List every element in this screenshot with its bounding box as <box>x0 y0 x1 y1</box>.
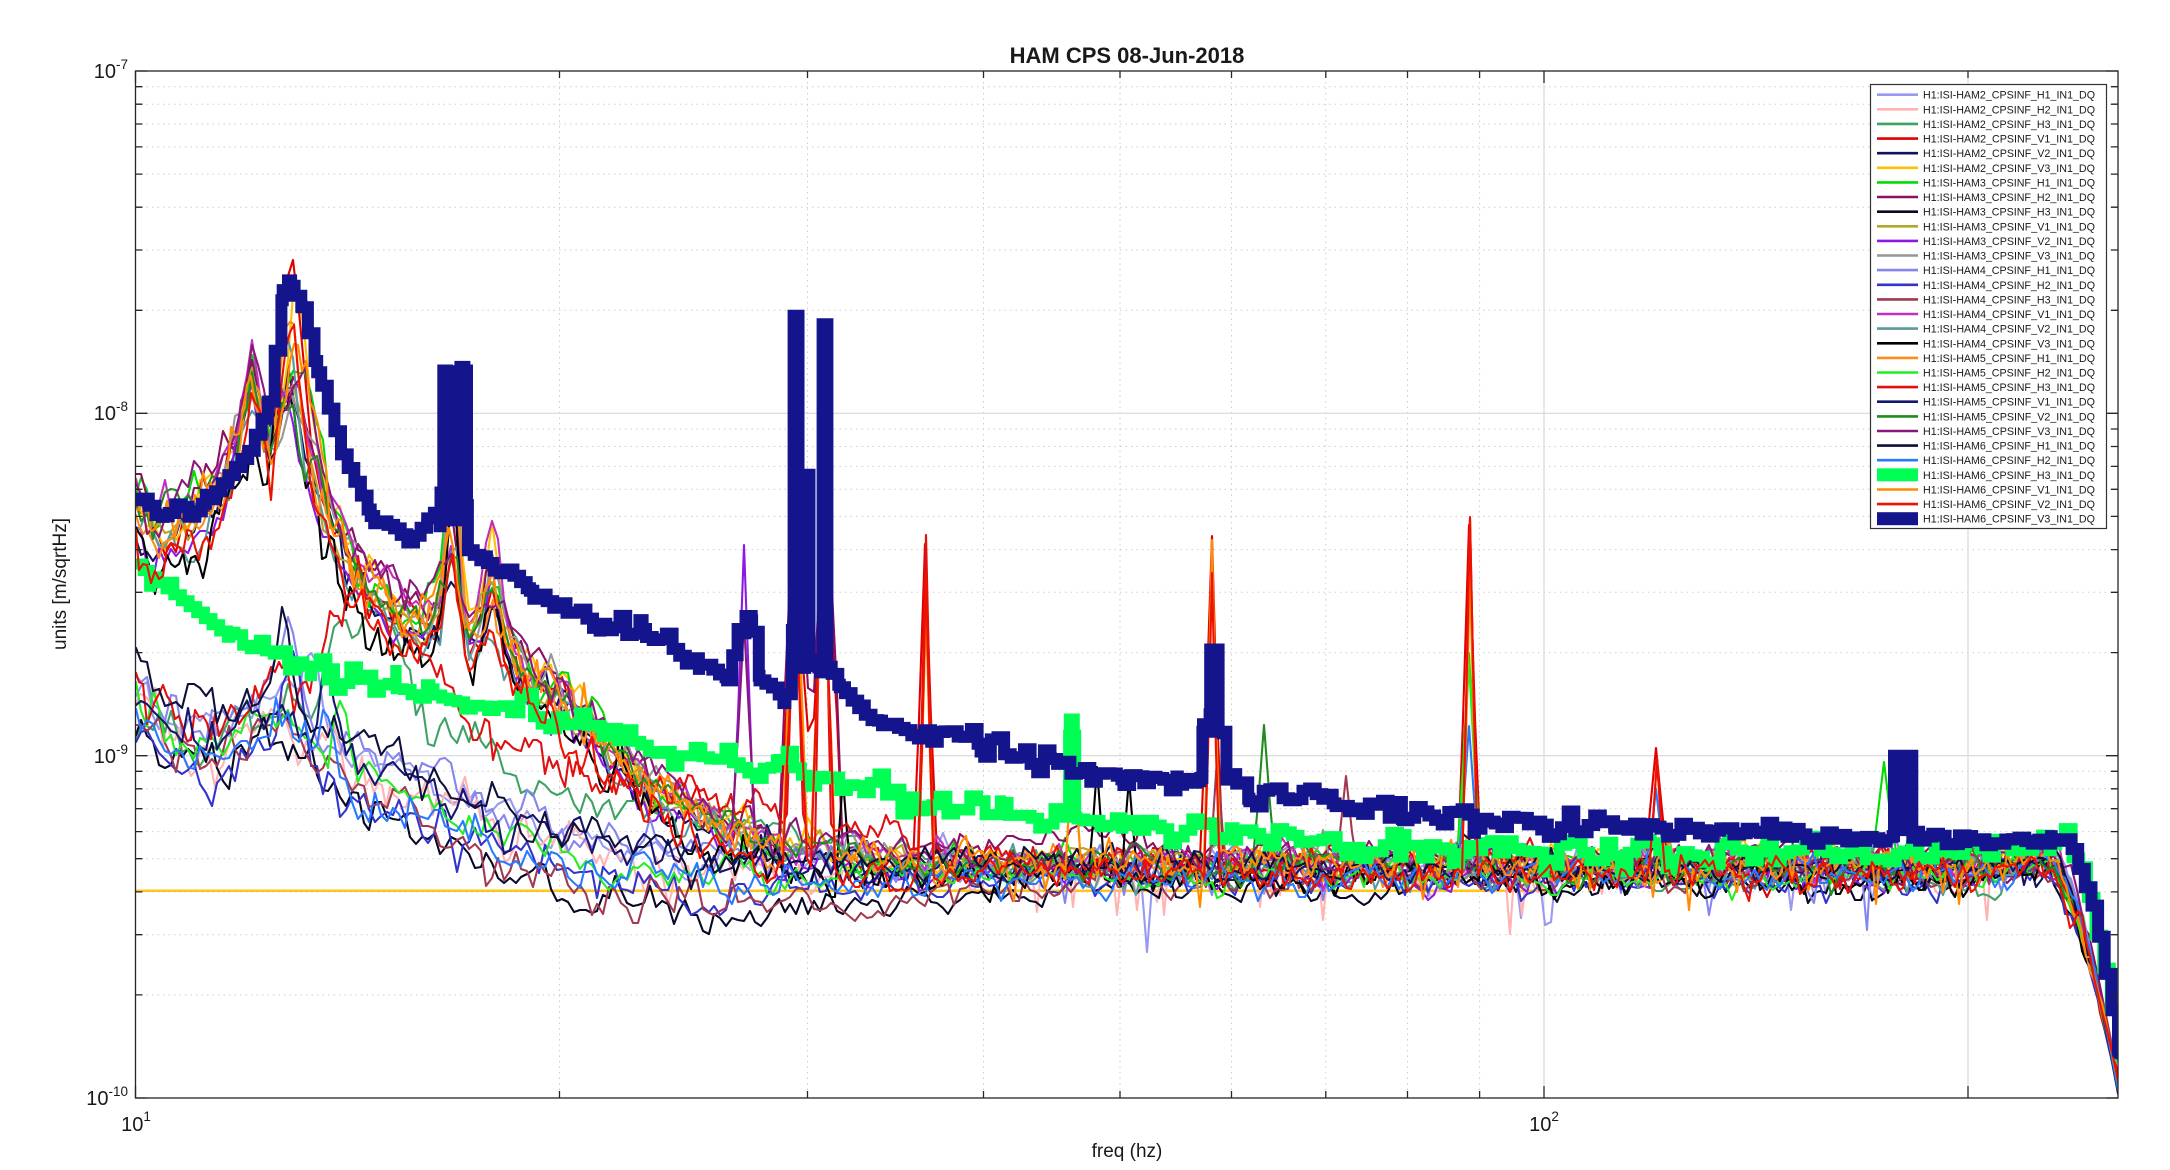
svg-text:H1:ISI-HAM4_CPSINF_H2_IN1_DQ: H1:ISI-HAM4_CPSINF_H2_IN1_DQ <box>1923 280 2095 292</box>
svg-text:H1:ISI-HAM3_CPSINF_V2_IN1_DQ: H1:ISI-HAM3_CPSINF_V2_IN1_DQ <box>1923 236 2095 248</box>
svg-text:H1:ISI-HAM3_CPSINF_H1_IN1_DQ: H1:ISI-HAM3_CPSINF_H1_IN1_DQ <box>1923 177 2095 189</box>
svg-text:H1:ISI-HAM5_CPSINF_V2_IN1_DQ: H1:ISI-HAM5_CPSINF_V2_IN1_DQ <box>1923 411 2095 423</box>
svg-text:H1:ISI-HAM5_CPSINF_H3_IN1_DQ: H1:ISI-HAM5_CPSINF_H3_IN1_DQ <box>1923 382 2095 394</box>
svg-text:H1:ISI-HAM6_CPSINF_V3_IN1_DQ: H1:ISI-HAM6_CPSINF_V3_IN1_DQ <box>1923 514 2095 526</box>
svg-text:H1:ISI-HAM5_CPSINF_H2_IN1_DQ: H1:ISI-HAM5_CPSINF_H2_IN1_DQ <box>1923 368 2095 380</box>
svg-text:H1:ISI-HAM4_CPSINF_V1_IN1_DQ: H1:ISI-HAM4_CPSINF_V1_IN1_DQ <box>1923 309 2095 321</box>
svg-text:H1:ISI-HAM4_CPSINF_V2_IN1_DQ: H1:ISI-HAM4_CPSINF_V2_IN1_DQ <box>1923 324 2095 336</box>
svg-text:HAM CPS 08-Jun-2018: HAM CPS 08-Jun-2018 <box>1010 43 1245 68</box>
svg-text:freq (hz): freq (hz) <box>1092 1141 1163 1162</box>
svg-text:H1:ISI-HAM5_CPSINF_H1_IN1_DQ: H1:ISI-HAM5_CPSINF_H1_IN1_DQ <box>1923 353 2095 365</box>
svg-text:H1:ISI-HAM6_CPSINF_H3_IN1_DQ: H1:ISI-HAM6_CPSINF_H3_IN1_DQ <box>1923 470 2095 482</box>
svg-text:H1:ISI-HAM3_CPSINF_V3_IN1_DQ: H1:ISI-HAM3_CPSINF_V3_IN1_DQ <box>1923 251 2095 263</box>
svg-text:H1:ISI-HAM2_CPSINF_H2_IN1_DQ: H1:ISI-HAM2_CPSINF_H2_IN1_DQ <box>1923 104 2095 116</box>
svg-text:H1:ISI-HAM5_CPSINF_V3_IN1_DQ: H1:ISI-HAM5_CPSINF_V3_IN1_DQ <box>1923 426 2095 438</box>
svg-text:H1:ISI-HAM3_CPSINF_V1_IN1_DQ: H1:ISI-HAM3_CPSINF_V1_IN1_DQ <box>1923 221 2095 233</box>
svg-text:H1:ISI-HAM2_CPSINF_V3_IN1_DQ: H1:ISI-HAM2_CPSINF_V3_IN1_DQ <box>1923 163 2095 175</box>
svg-text:units [m/sqrtHz]: units [m/sqrtHz] <box>50 518 71 650</box>
svg-text:H1:ISI-HAM6_CPSINF_V1_IN1_DQ: H1:ISI-HAM6_CPSINF_V1_IN1_DQ <box>1923 485 2095 497</box>
svg-text:10-7: 10-7 <box>94 57 128 83</box>
svg-text:H1:ISI-HAM6_CPSINF_V2_IN1_DQ: H1:ISI-HAM6_CPSINF_V2_IN1_DQ <box>1923 499 2095 511</box>
svg-text:H1:ISI-HAM4_CPSINF_V3_IN1_DQ: H1:ISI-HAM4_CPSINF_V3_IN1_DQ <box>1923 338 2095 350</box>
svg-text:H1:ISI-HAM3_CPSINF_H2_IN1_DQ: H1:ISI-HAM3_CPSINF_H2_IN1_DQ <box>1923 192 2095 204</box>
svg-text:H1:ISI-HAM2_CPSINF_V1_IN1_DQ: H1:ISI-HAM2_CPSINF_V1_IN1_DQ <box>1923 134 2095 146</box>
svg-text:H1:ISI-HAM6_CPSINF_H1_IN1_DQ: H1:ISI-HAM6_CPSINF_H1_IN1_DQ <box>1923 441 2095 453</box>
svg-text:H1:ISI-HAM2_CPSINF_H3_IN1_DQ: H1:ISI-HAM2_CPSINF_H3_IN1_DQ <box>1923 119 2095 131</box>
svg-text:H1:ISI-HAM4_CPSINF_H1_IN1_DQ: H1:ISI-HAM4_CPSINF_H1_IN1_DQ <box>1923 265 2095 277</box>
svg-text:H1:ISI-HAM4_CPSINF_H3_IN1_DQ: H1:ISI-HAM4_CPSINF_H3_IN1_DQ <box>1923 294 2095 306</box>
svg-text:H1:ISI-HAM5_CPSINF_V1_IN1_DQ: H1:ISI-HAM5_CPSINF_V1_IN1_DQ <box>1923 397 2095 409</box>
svg-text:H1:ISI-HAM2_CPSINF_V2_IN1_DQ: H1:ISI-HAM2_CPSINF_V2_IN1_DQ <box>1923 148 2095 160</box>
svg-text:H1:ISI-HAM6_CPSINF_H2_IN1_DQ: H1:ISI-HAM6_CPSINF_H2_IN1_DQ <box>1923 455 2095 467</box>
svg-text:H1:ISI-HAM3_CPSINF_H3_IN1_DQ: H1:ISI-HAM3_CPSINF_H3_IN1_DQ <box>1923 207 2095 219</box>
svg-text:H1:ISI-HAM2_CPSINF_H1_IN1_DQ: H1:ISI-HAM2_CPSINF_H1_IN1_DQ <box>1923 90 2095 102</box>
